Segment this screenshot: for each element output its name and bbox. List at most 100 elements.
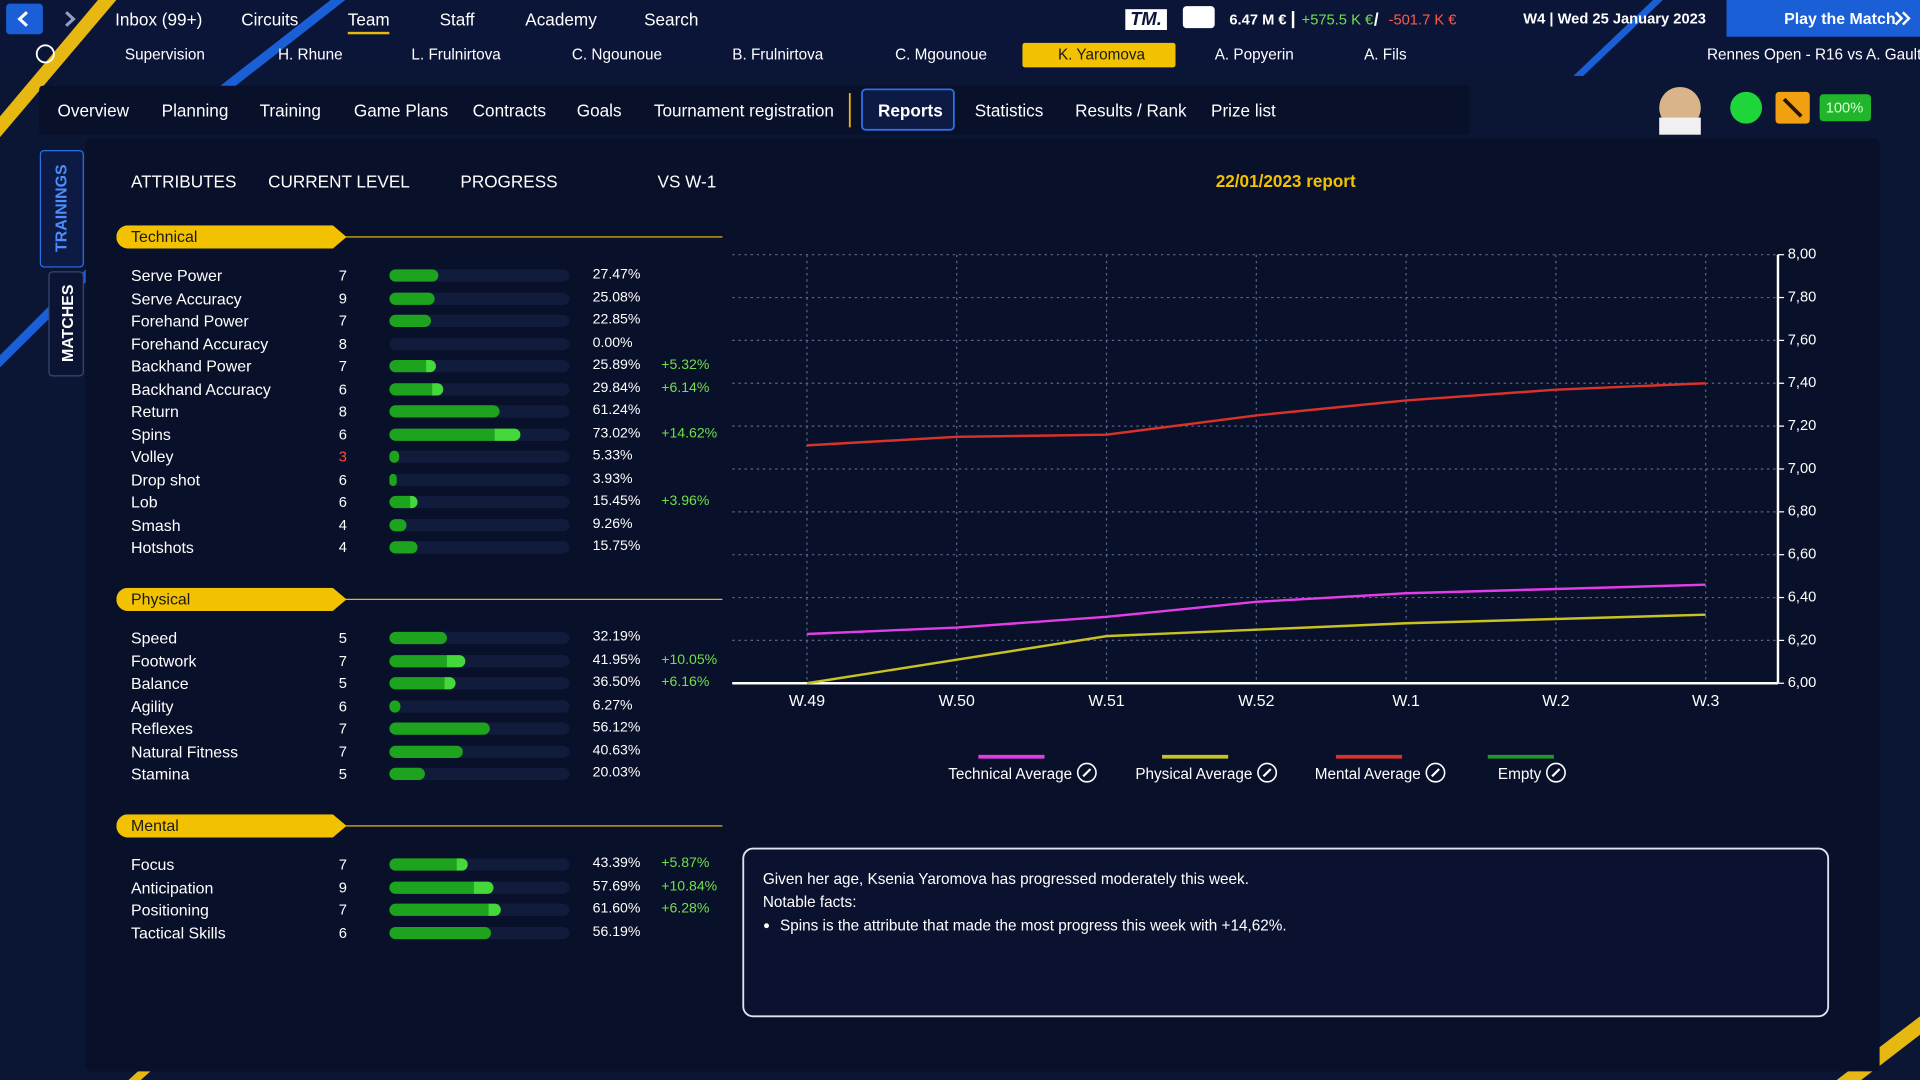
- nav-item[interactable]: Search: [644, 9, 699, 30]
- attribute-name: Footwork: [131, 651, 197, 670]
- progress-track: [389, 473, 570, 486]
- side-tab-active[interactable]: [39, 150, 84, 268]
- attribute-level: 5: [338, 629, 347, 647]
- player-tab[interactable]: C. Mgounoue: [895, 46, 988, 64]
- play-button-bg[interactable]: [1726, 0, 1920, 37]
- legend-edit-pencil: [1082, 768, 1092, 778]
- attribute-level: 8: [338, 334, 347, 353]
- note-bullet: [764, 923, 769, 929]
- column-header: VS W-1: [657, 171, 717, 192]
- series-line: [806, 583, 1706, 636]
- logo: TM.: [1125, 9, 1167, 30]
- progress-value: 41.95%: [592, 652, 641, 668]
- tab[interactable]: Tournament registration: [653, 100, 834, 120]
- attribute-level: 4: [338, 538, 347, 556]
- stripe: [220, 0, 346, 89]
- tab[interactable]: Planning: [161, 100, 229, 120]
- legend-edit-icon[interactable]: [1545, 762, 1566, 783]
- y-tick-label: 8,00: [1788, 247, 1817, 263]
- progress-value: 29.84%: [592, 380, 641, 396]
- legend-edit-pencil: [1431, 768, 1440, 778]
- legend-edit-icon[interactable]: [1257, 762, 1278, 783]
- progress-value: 43.39%: [592, 856, 641, 871]
- progress-gain: [410, 495, 418, 509]
- player-tab[interactable]: A. Popyerin: [1214, 46, 1294, 64]
- help-icon[interactable]: [35, 44, 55, 64]
- x-tick-label: W.1: [1392, 693, 1420, 710]
- player-tab[interactable]: H. Rhune: [277, 46, 343, 64]
- stripe: [1573, 0, 1663, 76]
- avatar-shirt: [1659, 117, 1701, 135]
- attribute-name: Forehand Accuracy: [131, 334, 269, 353]
- progress-bar: [389, 495, 418, 509]
- progress-track: [389, 495, 570, 509]
- attribute-name: Focus: [131, 855, 175, 874]
- progress-bar: [389, 654, 465, 667]
- progress-value: 6.27%: [592, 697, 633, 713]
- income: +575.5 K €: [1301, 11, 1374, 29]
- tab[interactable]: Game Plans: [353, 100, 449, 120]
- stripe: [0, 0, 117, 138]
- nav-item[interactable]: Inbox (99+): [115, 9, 203, 30]
- progress-value: 15.45%: [592, 493, 641, 509]
- tab[interactable]: Statistics: [974, 100, 1044, 120]
- forward-icon[interactable]: [65, 11, 76, 27]
- balance: 6.47 M €: [1229, 11, 1287, 29]
- money-separator: [1291, 11, 1294, 29]
- chevron: [1901, 11, 1911, 26]
- attribute-level: 7: [338, 266, 347, 285]
- player-tab[interactable]: K. Yaromova: [1057, 46, 1146, 64]
- progress-track: [389, 541, 570, 554]
- series-line: [806, 613, 1706, 685]
- progress-bar: [389, 450, 399, 463]
- legend-label: Technical Average: [948, 766, 1072, 783]
- attribute-name: Smash: [131, 515, 181, 534]
- date: W4 | Wed 25 January 2023: [1523, 9, 1706, 27]
- side-tab[interactable]: [48, 271, 84, 377]
- nav-item[interactable]: Team: [347, 9, 390, 30]
- attribute-name: Lob: [131, 492, 158, 512]
- tab[interactable]: Goals: [576, 100, 622, 120]
- tab[interactable]: Prize list: [1211, 100, 1276, 120]
- attribute-level: 8: [338, 402, 347, 420]
- morale-bg: [1819, 94, 1872, 122]
- progress-bar: [389, 314, 431, 327]
- progress-change: +10.05%: [661, 652, 718, 668]
- attribute-level: 6: [338, 493, 347, 511]
- player-tab[interactable]: C. Ngounoue: [571, 46, 663, 64]
- attribute-name: Volley: [131, 447, 174, 466]
- legend-edit-icon[interactable]: [1425, 762, 1446, 783]
- money-separator: /: [1373, 9, 1379, 30]
- legend-edit-pencil: [1551, 768, 1561, 778]
- attribute-name: Serve Power: [131, 266, 223, 285]
- player-tab[interactable]: B. Frulnirtova: [732, 46, 824, 64]
- group-line: [342, 825, 723, 827]
- play-button[interactable]: Play the Match: [1784, 9, 1896, 28]
- player-tab[interactable]: A. Fils: [1364, 46, 1407, 64]
- morale: 100%: [1825, 99, 1864, 117]
- chart-title: 22/01/2023 report: [1216, 171, 1356, 191]
- nav-item[interactable]: Academy: [525, 9, 597, 30]
- progress-bar: [389, 926, 491, 939]
- tab[interactable]: Results / Rank: [1075, 100, 1187, 120]
- progress-value: 22.85%: [592, 312, 641, 328]
- legend-edit-icon[interactable]: [1076, 762, 1097, 783]
- nav-item[interactable]: Staff: [439, 9, 475, 30]
- player-tab[interactable]: L. Frulnirtova: [411, 46, 501, 64]
- tab[interactable]: Overview: [57, 100, 130, 120]
- tab[interactable]: Training: [259, 100, 321, 120]
- progress-track: [389, 699, 570, 713]
- y-tick-label: 6,40: [1788, 589, 1817, 605]
- tab[interactable]: Contracts: [472, 100, 547, 120]
- attribute-level: 7: [338, 652, 347, 670]
- y-tick-label: 6,80: [1788, 504, 1817, 520]
- player-tab[interactable]: Supervision: [124, 46, 205, 64]
- nav-item[interactable]: Circuits: [241, 9, 299, 30]
- progress-bar: [389, 699, 401, 713]
- tab[interactable]: Reports: [877, 100, 943, 120]
- attribute-level: 7: [338, 312, 347, 330]
- progress-bar: [389, 903, 501, 916]
- back-button[interactable]: [6, 3, 43, 35]
